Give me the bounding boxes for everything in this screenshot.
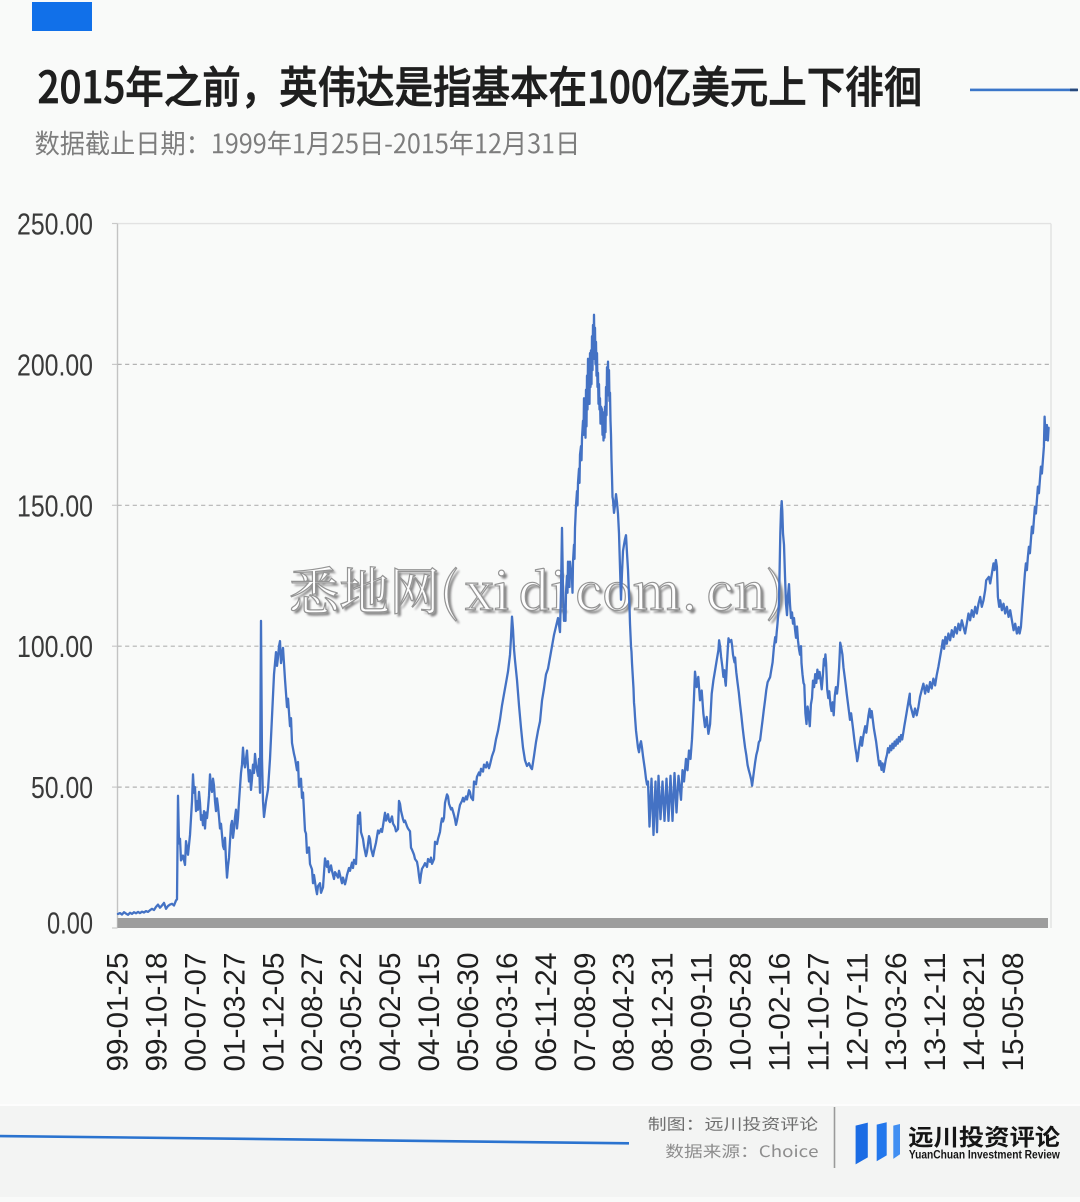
svg-text:04-02-05: 04-02-05 [374, 953, 407, 1072]
svg-text:0.00: 0.00 [47, 906, 93, 941]
svg-text:15-05-08: 15-05-08 [997, 953, 1030, 1072]
svg-text:11-10-27: 11-10-27 [802, 953, 835, 1072]
svg-text:05-06-30: 05-06-30 [452, 953, 485, 1072]
svg-text:50.00: 50.00 [31, 770, 93, 805]
svg-text:100.00: 100.00 [17, 629, 93, 664]
svg-text:99-10-18: 99-10-18 [141, 953, 174, 1072]
svg-text:13-12-11: 13-12-11 [919, 953, 952, 1072]
svg-text:11-02-16: 11-02-16 [763, 953, 796, 1072]
svg-text:07-08-09: 07-08-09 [569, 953, 602, 1072]
svg-text:03-05-22: 03-05-22 [335, 953, 368, 1072]
svg-text:06-03-16: 06-03-16 [491, 953, 524, 1072]
svg-text:08-12-31: 08-12-31 [647, 953, 680, 1072]
svg-text:00-07-07: 00-07-07 [180, 953, 213, 1072]
svg-text:04-10-15: 04-10-15 [413, 953, 446, 1072]
svg-text:10-05-28: 10-05-28 [725, 953, 758, 1072]
svg-text:01-03-27: 01-03-27 [218, 953, 251, 1072]
svg-text:13-03-26: 13-03-26 [880, 953, 913, 1072]
svg-text:250.00: 250.00 [17, 207, 93, 242]
svg-text:12-07-11: 12-07-11 [841, 953, 874, 1072]
svg-text:02-08-27: 02-08-27 [296, 953, 329, 1072]
svg-text:150.00: 150.00 [17, 488, 93, 523]
svg-text:14-08-21: 14-08-21 [958, 953, 991, 1072]
svg-text:01-12-05: 01-12-05 [257, 953, 290, 1072]
svg-text:09-09-11: 09-09-11 [686, 953, 719, 1072]
svg-text:06-11-24: 06-11-24 [530, 953, 563, 1072]
svg-text:YuanChuan Investment Review: YuanChuan Investment Review [909, 1149, 1060, 1161]
svg-text:08-04-23: 08-04-23 [608, 953, 641, 1072]
svg-text:200.00: 200.00 [17, 347, 93, 382]
svg-text:99-01-25: 99-01-25 [102, 953, 135, 1072]
